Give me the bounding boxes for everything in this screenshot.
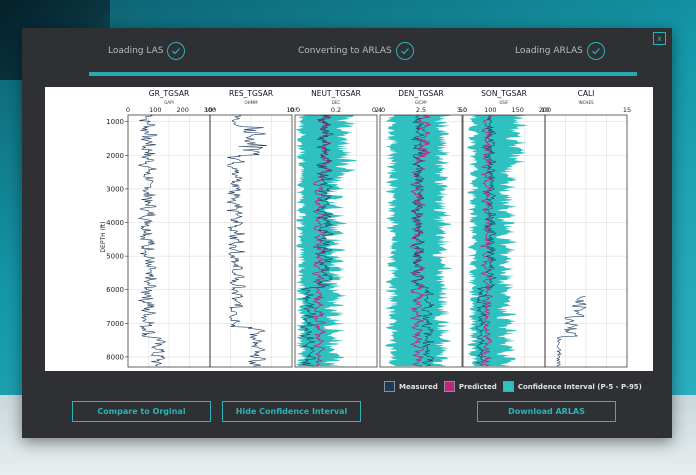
depth-tick-label: 6000: [106, 286, 124, 294]
track-title: SON_TGSAR: [481, 89, 527, 98]
depth-tick-label: 8000: [106, 353, 124, 361]
track-unit: GAPI: [164, 100, 173, 105]
step-label: Converting to ARLAS: [298, 46, 392, 56]
legend: Measured Predicted Confidence Interval (…: [384, 381, 648, 392]
legend-item-predicted: Predicted: [443, 381, 497, 392]
depth-axis-label: DEPTH (ft): [100, 221, 107, 252]
close-button[interactable]: x: [653, 32, 666, 45]
res-measured-line: [226, 114, 268, 367]
well-log-plot: 1000 2000 3000 4000 5000 6000 7000 8000 DEPTH (f…: [45, 87, 653, 371]
track-unit: INCHES: [578, 100, 594, 105]
legend-swatch: [384, 381, 395, 392]
track-tick-label: 200: [539, 106, 551, 114]
step-loading-arlas: Loading ARLAS: [515, 42, 605, 60]
gr-measured-line: [137, 114, 166, 367]
neut-predicted-line: [310, 114, 332, 367]
legend-item-confidence: Confidence Interval (P-5 - P-95): [502, 381, 642, 392]
track-title: CALI: [578, 89, 595, 98]
depth-tick-label: 1000: [106, 118, 124, 126]
son-ci-band: [467, 115, 528, 367]
den-ci-band: [385, 115, 452, 367]
track-tick-label: 2.5: [416, 106, 426, 114]
depth-tick-label: 5000: [106, 253, 124, 261]
track-tick-label: 15: [623, 106, 631, 114]
track-frame: [544, 114, 628, 368]
track-frame: [379, 114, 463, 368]
track-tick-label: 3.0: [457, 106, 467, 114]
step-converting-arlas: Converting to ARLAS: [298, 42, 414, 60]
track-tick-label: 10³: [287, 106, 298, 114]
depth-tick-label: 3000: [106, 185, 124, 193]
track-title: DEN_TGSAR: [398, 89, 444, 98]
legend-label: Confidence Interval (P-5 - P-95): [517, 382, 642, 391]
depth-tick-label: 7000: [106, 320, 124, 328]
track-tick-label: 100: [484, 106, 496, 114]
progress-steps: Loading LAS Converting to ARLAS Loading …: [22, 42, 672, 68]
track-unit: US/F: [499, 100, 509, 105]
son-predicted-line: [479, 114, 494, 367]
track-tick-label: 10: [541, 106, 549, 114]
compare-button[interactable]: Compare to Orginal: [72, 401, 211, 422]
legend-swatch: [443, 381, 455, 392]
depth-tick-label: 4000: [106, 219, 124, 227]
legend-label: Predicted: [458, 382, 497, 391]
hide-confidence-button[interactable]: Hide Confidence Interval: [222, 401, 361, 422]
step-loading-las: Loading LAS: [108, 42, 186, 60]
track-title: GR_TGSAR: [149, 89, 189, 98]
neut-measured-line: [299, 114, 334, 367]
track-tick-label: 0.4: [372, 106, 382, 114]
track-tick-label: 300: [204, 106, 216, 114]
track-tick-label: 2.0: [375, 106, 385, 114]
legend-label: Measured: [399, 382, 438, 391]
legend-item-measured: Measured: [384, 381, 438, 392]
track-frame: [294, 114, 378, 368]
track-tick-label: 50: [459, 106, 467, 114]
track-unit: DEC: [332, 100, 341, 105]
track-title: RES_TGSAR: [229, 89, 273, 98]
legend-swatch: [502, 381, 514, 392]
track-tick-label: 100: [149, 106, 161, 114]
den-predicted-line: [409, 114, 432, 367]
track-title: NEUT_TGSAR: [311, 89, 361, 98]
track-tick-label: 0.0: [290, 106, 300, 114]
conversion-modal: x Loading LAS Converting to ARLAS Loadin…: [22, 28, 672, 438]
checkmark-icon: [395, 42, 414, 60]
track-frame: [209, 114, 293, 368]
track-unit: G/CM³: [415, 100, 428, 105]
track-unit: OHMM: [244, 100, 258, 105]
checkmark-icon: [586, 42, 605, 60]
depth-tick-label: 2000: [106, 152, 124, 160]
track-tick-label: 0.2: [331, 106, 341, 114]
progress-bar: [89, 72, 637, 76]
neut-ci-band: [296, 115, 358, 367]
download-button[interactable]: Download ARLAS: [477, 401, 616, 422]
cali-measured-line: [556, 296, 587, 367]
track-tick-label: 0: [126, 106, 130, 114]
den-measured-line: [410, 114, 435, 367]
checkmark-icon: [167, 42, 186, 60]
track-tick-label: 200: [176, 106, 188, 114]
track-tick-label: 150: [511, 106, 523, 114]
track-tick-label: 10¹: [205, 106, 216, 114]
step-label: Loading ARLAS: [515, 46, 583, 56]
son-measured-line: [475, 114, 497, 367]
step-label: Loading LAS: [108, 46, 164, 56]
